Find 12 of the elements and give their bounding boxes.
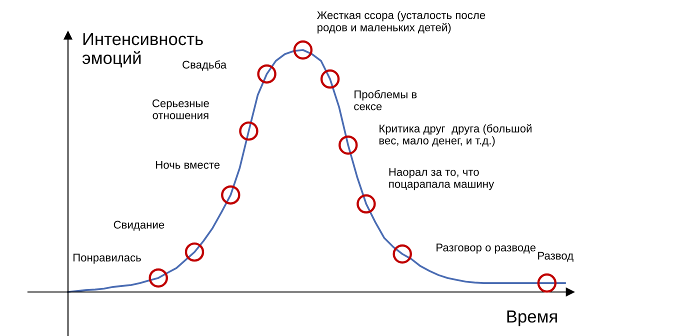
annotation: Понравилась: [73, 254, 141, 264]
annotation: Серьезные отношения: [152, 99, 209, 120]
annotation: Наорал за то, что поцарапала машину: [389, 168, 494, 190]
annotation: Критика друг друга (большой вес, мало денег, и т.д.): [379, 124, 532, 147]
annotation: Развод: [538, 252, 574, 262]
text: Жесткая ссора (усталость после родов и маленьких детей): [316, 10, 486, 34]
annotation: Проблемы в сексе: [354, 90, 417, 110]
annotation: Ночь вместе: [156, 161, 220, 169]
annotation: Свидание: [114, 220, 164, 231]
x-axis-title: Время: [507, 310, 557, 326]
annotation: Разговор о разводе: [436, 244, 536, 254]
annotation: Свадьба: [182, 60, 227, 71]
